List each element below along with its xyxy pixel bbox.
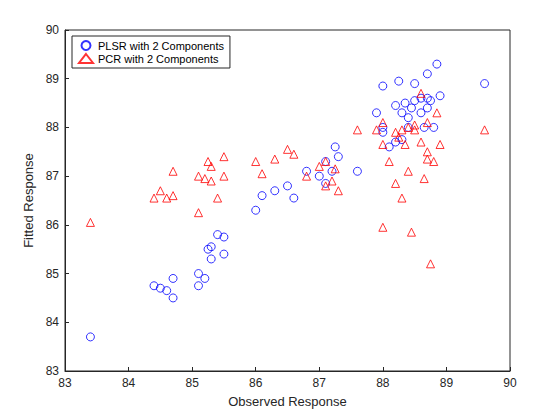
svg-text:85: 85 bbox=[46, 267, 60, 281]
svg-text:89: 89 bbox=[46, 72, 60, 86]
svg-text:PCR with 2 Components: PCR with 2 Components bbox=[98, 53, 219, 65]
svg-text:84: 84 bbox=[122, 376, 136, 390]
svg-text:89: 89 bbox=[440, 376, 454, 390]
svg-text:86: 86 bbox=[46, 218, 60, 232]
svg-text:90: 90 bbox=[46, 23, 60, 37]
svg-text:88: 88 bbox=[376, 376, 390, 390]
svg-text:84: 84 bbox=[46, 315, 60, 329]
svg-text:83: 83 bbox=[58, 376, 72, 390]
svg-text:85: 85 bbox=[185, 376, 199, 390]
svg-text:86: 86 bbox=[249, 376, 263, 390]
svg-text:83: 83 bbox=[46, 364, 60, 378]
svg-text:88: 88 bbox=[46, 120, 60, 134]
svg-text:PLSR with 2 Components: PLSR with 2 Components bbox=[98, 40, 224, 52]
svg-text:87: 87 bbox=[313, 376, 327, 390]
svg-text:87: 87 bbox=[46, 169, 60, 183]
svg-text:Observed Response: Observed Response bbox=[228, 394, 347, 409]
svg-text:90: 90 bbox=[503, 376, 517, 390]
svg-text:Fitted Response: Fitted Response bbox=[21, 153, 36, 248]
